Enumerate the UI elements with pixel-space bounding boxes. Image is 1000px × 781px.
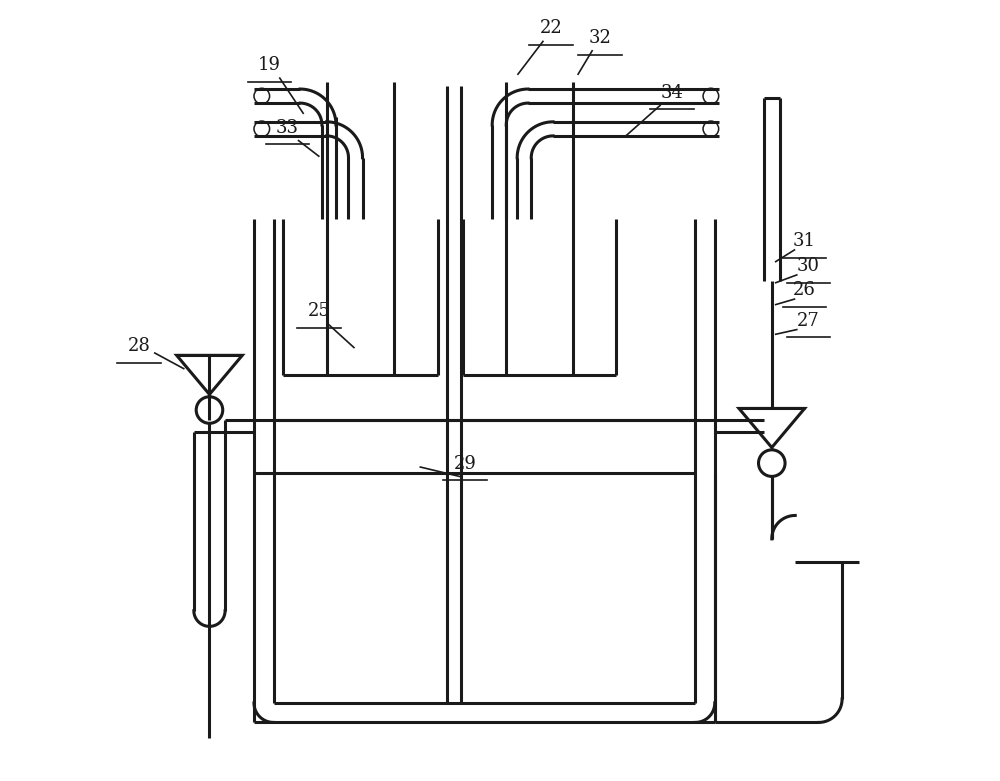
Text: 19: 19 — [258, 56, 281, 74]
Text: 28: 28 — [128, 337, 151, 355]
Polygon shape — [177, 355, 242, 394]
Text: 25: 25 — [307, 302, 330, 320]
Text: 31: 31 — [793, 232, 816, 250]
Text: 26: 26 — [793, 281, 816, 299]
Circle shape — [703, 88, 719, 104]
Text: 32: 32 — [589, 29, 611, 47]
Text: 27: 27 — [797, 312, 820, 330]
Circle shape — [254, 121, 270, 137]
Text: 22: 22 — [539, 20, 562, 37]
Circle shape — [759, 450, 785, 476]
Text: 34: 34 — [660, 84, 683, 102]
Text: 30: 30 — [797, 257, 820, 275]
Circle shape — [254, 88, 270, 104]
Text: 33: 33 — [276, 119, 299, 137]
Circle shape — [196, 397, 223, 423]
Text: 29: 29 — [453, 455, 476, 473]
Circle shape — [703, 121, 719, 137]
Polygon shape — [739, 408, 805, 448]
